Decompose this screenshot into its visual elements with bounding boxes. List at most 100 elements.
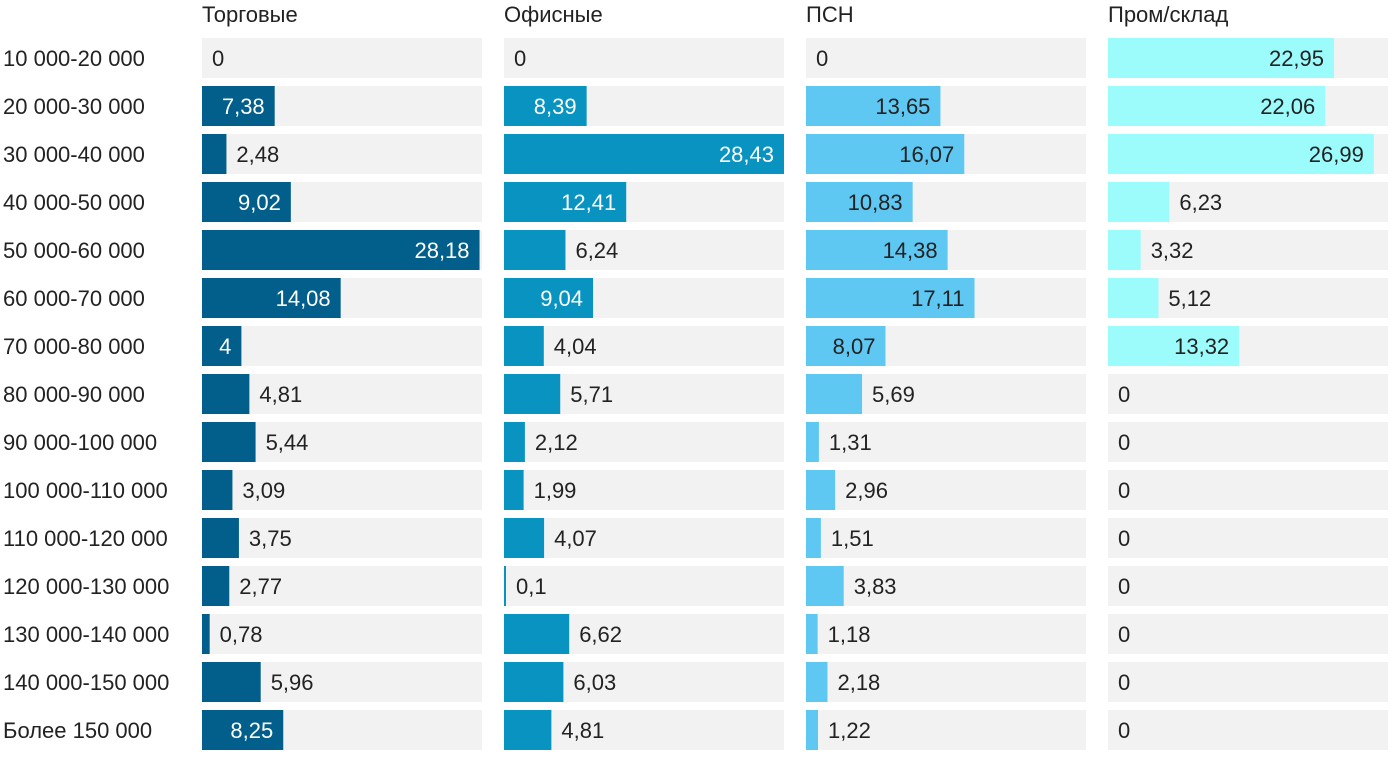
- bar: [806, 614, 818, 654]
- bar: [202, 374, 250, 414]
- bar: [202, 662, 261, 702]
- data-label: 22,06: [1260, 94, 1315, 119]
- series-panel: ПСН 0 13,65 16,07 10,83 14,38 17,11 8,07 5,691,3…: [806, 2, 1086, 750]
- bar: [1108, 38, 1335, 78]
- data-label: 4,81: [259, 382, 302, 407]
- bar-track: [1108, 710, 1388, 750]
- bar: [806, 86, 941, 126]
- data-label: 5,96: [271, 670, 314, 695]
- bar: [1108, 278, 1159, 318]
- bar: [504, 230, 566, 270]
- data-label: 28,18: [414, 238, 469, 263]
- bar-track: [806, 566, 1086, 606]
- bar: [806, 374, 863, 414]
- bar: [806, 518, 821, 558]
- data-label: 12,41: [561, 190, 616, 215]
- bar: [504, 614, 570, 654]
- data-label: 1,31: [829, 430, 872, 455]
- bar-track: [806, 470, 1086, 510]
- series-panel: Торговые 0 7,38 2,48 9,02 28,18 14,08 4 4,81 5,44…: [202, 2, 482, 750]
- bar-track: [1108, 470, 1388, 510]
- data-label: 4,04: [554, 334, 597, 359]
- category-label: 100 000-110 000: [3, 478, 168, 503]
- bar: [806, 134, 965, 174]
- data-label: 6,03: [573, 670, 616, 695]
- bar: [806, 710, 819, 750]
- category-label: 90 000-100 000: [3, 430, 157, 455]
- bar: [504, 566, 506, 606]
- data-label: 0: [1118, 430, 1130, 455]
- bar: [202, 470, 233, 510]
- bar: [504, 374, 561, 414]
- data-label: 4: [219, 334, 231, 359]
- data-label: 0: [212, 46, 224, 71]
- data-label: 0,78: [220, 622, 263, 647]
- series-title: Офисные: [504, 2, 603, 27]
- data-label: 4,81: [561, 718, 604, 743]
- data-label: 6,62: [579, 622, 622, 647]
- data-label: 0: [1118, 574, 1130, 599]
- bar-track: [806, 38, 1086, 78]
- data-label: 14,38: [883, 238, 938, 263]
- bar-track: [806, 422, 1086, 462]
- data-label: 0: [816, 46, 828, 71]
- data-label: 26,99: [1309, 142, 1364, 167]
- bar: [504, 470, 524, 510]
- bar-track: [504, 470, 784, 510]
- data-label: 13,32: [1174, 334, 1229, 359]
- category-label: 110 000-120 000: [3, 526, 168, 551]
- bar-track: [202, 518, 482, 558]
- data-label: 17,11: [911, 286, 964, 311]
- data-label: 14,08: [276, 286, 331, 311]
- data-label: 1,22: [828, 718, 871, 743]
- bar-track: [1108, 518, 1388, 558]
- data-label: 0,1: [516, 574, 547, 599]
- bar: [504, 182, 627, 222]
- bar-track: [1108, 614, 1388, 654]
- data-label: 28,43: [719, 142, 774, 167]
- bar: [806, 278, 975, 318]
- bar: [1108, 230, 1141, 270]
- data-label: 0: [1118, 382, 1130, 407]
- data-label: 5,12: [1168, 286, 1211, 311]
- bar: [504, 710, 552, 750]
- data-label: 0: [1118, 478, 1130, 503]
- data-label: 6,23: [1179, 190, 1222, 215]
- bar-track: [504, 422, 784, 462]
- bar: [202, 566, 230, 606]
- bar: [202, 518, 239, 558]
- bar: [202, 134, 227, 174]
- bar: [202, 422, 256, 462]
- series-title: ПСН: [806, 2, 854, 27]
- bar: [202, 230, 480, 270]
- bar: [202, 710, 284, 750]
- bar: [806, 326, 886, 366]
- bar: [1108, 86, 1326, 126]
- bar: [806, 230, 948, 270]
- data-label: 5,69: [872, 382, 915, 407]
- data-label: 22,95: [1269, 46, 1324, 71]
- series-panel: Пром/склад 22,95 22,06 26,99 6,23 3,32 5,12 13,…: [1108, 2, 1388, 750]
- data-label: 0: [1118, 670, 1130, 695]
- data-label: 3,83: [854, 574, 897, 599]
- data-label: 8,25: [230, 718, 273, 743]
- data-label: 9,02: [238, 190, 281, 215]
- bar: [504, 422, 525, 462]
- data-label: 8,07: [833, 334, 876, 359]
- data-label: 0: [1118, 622, 1130, 647]
- bar-track: [202, 326, 482, 366]
- data-label: 2,18: [837, 670, 880, 695]
- data-label: 0: [1118, 718, 1130, 743]
- bar-track: [1108, 374, 1388, 414]
- data-label: 1,51: [831, 526, 874, 551]
- data-label: 2,96: [845, 478, 888, 503]
- bar-track: [806, 710, 1086, 750]
- category-label: 80 000-90 000: [3, 382, 145, 407]
- bar: [806, 182, 913, 222]
- bar: [504, 662, 564, 702]
- series-title: Торговые: [202, 2, 298, 27]
- data-label: 2,48: [236, 142, 279, 167]
- bar: [202, 86, 275, 126]
- data-label: 9,04: [540, 286, 583, 311]
- data-label: 13,65: [875, 94, 930, 119]
